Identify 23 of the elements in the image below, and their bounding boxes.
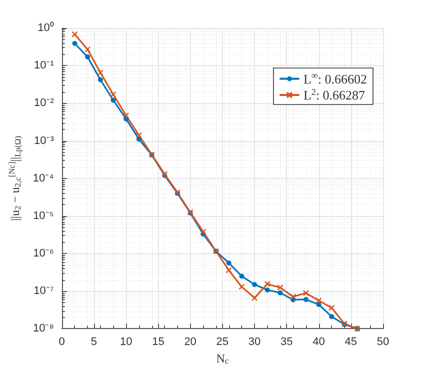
- y-tick-label: 10⁻²: [34, 97, 54, 110]
- x-tick-label: 45: [344, 336, 358, 348]
- x-tick-label: 40: [312, 336, 325, 348]
- y-tick-label: 10⁰: [38, 21, 54, 34]
- x-tick-label: 20: [184, 336, 196, 348]
- legend-label: L∞: 0.66602: [303, 70, 368, 86]
- x-tick-label: 10: [120, 336, 132, 348]
- x-axis-title: Nc: [216, 352, 229, 366]
- y-tick-label: 10⁻⁷: [34, 285, 54, 298]
- x-tick-label: 35: [280, 336, 293, 348]
- x-tick-label: 15: [152, 336, 164, 348]
- y-tick-label: 10⁻³: [34, 134, 54, 147]
- x-tick-label: 30: [248, 336, 261, 348]
- x-tick-label: 25: [216, 336, 229, 348]
- x-tick-label: 5: [90, 336, 98, 348]
- y-axis-title: ||u2 − u2,c[Nc]||Lp(Ω): [8, 136, 22, 221]
- y-tick-label: 10⁻¹: [34, 60, 54, 72]
- x-tick-label: 50: [376, 336, 390, 348]
- y-tick-label: 10⁻⁵: [33, 210, 54, 222]
- x-tick-label: 0: [58, 336, 65, 348]
- y-tick-label: 10⁻⁶: [33, 248, 54, 260]
- y-tick-label: 10⁻⁸: [32, 322, 54, 335]
- y-tick-label: 10⁻⁴: [32, 172, 54, 184]
